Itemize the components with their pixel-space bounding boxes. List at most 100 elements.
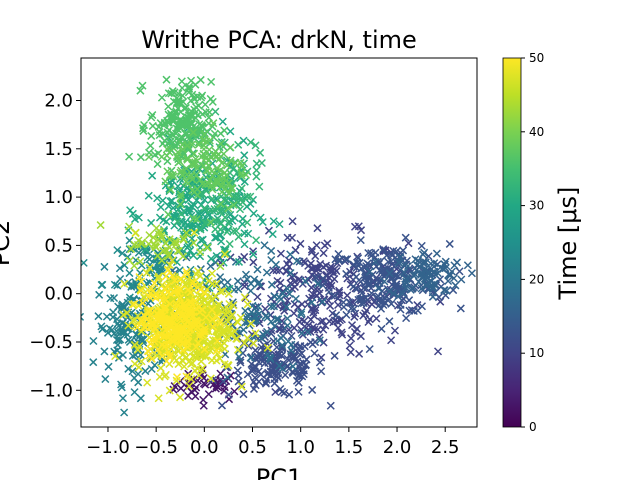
scatter-point — [297, 310, 306, 319]
scatter-point — [184, 172, 194, 181]
scatter-point — [114, 321, 123, 330]
scatter-point — [100, 347, 109, 356]
scatter-point — [194, 339, 203, 348]
scatter-point — [337, 328, 346, 337]
scatter-point — [223, 227, 232, 236]
scatter-point — [356, 332, 365, 341]
scatter-point — [224, 326, 233, 335]
scatter-point — [141, 367, 150, 376]
scatter-point — [144, 152, 153, 162]
scatter-point — [200, 324, 209, 334]
scatter-point — [396, 251, 405, 261]
scatter-point — [394, 258, 403, 267]
scatter-point — [196, 225, 205, 234]
scatter-point — [89, 336, 98, 346]
scatter-point — [213, 312, 222, 321]
scatter-point — [184, 337, 193, 346]
scatter-point — [157, 152, 166, 161]
scatter-point — [319, 325, 328, 334]
scatter-point — [194, 138, 203, 147]
scatter-point — [384, 257, 393, 266]
scatter-point — [269, 266, 278, 275]
scatter-point — [207, 269, 217, 278]
y-axis-ticks: −1.0 −0.5 0.0 0.5 1.0 1.5 2.0 — [29, 91, 81, 401]
x-tick-label: 1.5 — [335, 437, 364, 458]
scatter-point — [166, 185, 175, 194]
scatter-point — [283, 321, 292, 330]
scatter-point — [146, 311, 155, 320]
scatter-point — [198, 235, 207, 244]
scatter-point — [100, 262, 109, 271]
scatter-point — [186, 265, 195, 274]
scatter-point — [196, 236, 205, 245]
scatter-point — [136, 86, 145, 95]
scatter-point — [277, 334, 286, 343]
x-tick-label: 2.0 — [383, 437, 412, 458]
scatter-point — [172, 286, 181, 295]
scatter-point — [188, 90, 197, 99]
scatter-point — [341, 255, 350, 264]
scatter-point — [110, 280, 119, 289]
scatter-point — [159, 121, 168, 130]
scatter-point — [432, 249, 441, 258]
scatter-point — [299, 366, 309, 375]
scatter-point — [171, 240, 180, 249]
scatter-point — [81, 312, 85, 321]
y-tick-label: 1.0 — [44, 187, 73, 208]
scatter-point — [200, 345, 209, 354]
scatter-point — [185, 82, 194, 91]
colorbar-tick-label: 10 — [529, 346, 544, 360]
scatter-point — [254, 302, 263, 311]
scatter-point — [240, 339, 249, 348]
scatter-point — [241, 306, 250, 315]
scatter-point — [274, 315, 283, 324]
scatter-point — [184, 285, 193, 294]
scatter-point — [165, 386, 174, 395]
scatter-point — [200, 204, 209, 213]
scatter-point — [218, 117, 227, 126]
scatter-point — [390, 326, 399, 335]
scatter-point — [234, 371, 243, 380]
scatter-point — [377, 324, 386, 333]
scatter-point — [271, 387, 280, 397]
scatter-point — [164, 250, 173, 259]
scatter-point — [148, 111, 157, 120]
scatter-point — [236, 358, 245, 367]
scatter-point — [289, 309, 298, 318]
x-axis-label: PC1 — [256, 464, 303, 480]
scatter-point — [160, 305, 169, 314]
scatter-point — [208, 194, 217, 203]
scatter-point — [276, 249, 285, 258]
scatter-point — [295, 342, 304, 351]
scatter-point — [226, 156, 235, 165]
scatter-point — [262, 268, 271, 277]
scatter-point — [249, 250, 258, 259]
scatter-point — [174, 97, 183, 106]
scatter-point — [263, 327, 272, 336]
scatter-point — [389, 289, 398, 298]
scatter-point — [169, 311, 178, 320]
scatter-point — [365, 278, 374, 287]
scatter-point — [350, 312, 359, 321]
scatter-point — [255, 278, 264, 287]
scatter-point — [175, 285, 184, 294]
scatter-point — [398, 289, 407, 298]
scatter-point — [124, 321, 133, 330]
scatter-point — [295, 350, 305, 359]
scatter-point — [168, 256, 177, 265]
scatter-point — [174, 246, 183, 256]
colorbar-tick-label: 20 — [529, 272, 544, 286]
scatter-point — [307, 298, 316, 307]
scatter-point — [157, 231, 166, 240]
scatter-point — [302, 355, 311, 364]
scatter-point — [104, 362, 113, 371]
scatter-point — [138, 81, 147, 90]
scatter-point — [189, 122, 198, 131]
scatter-point — [211, 216, 220, 225]
scatter-point — [226, 143, 235, 152]
scatter-point — [216, 369, 225, 378]
scatter-point — [334, 256, 343, 265]
scatter-point — [97, 280, 106, 289]
scatter-point — [357, 226, 366, 235]
scatter-point — [449, 274, 458, 283]
